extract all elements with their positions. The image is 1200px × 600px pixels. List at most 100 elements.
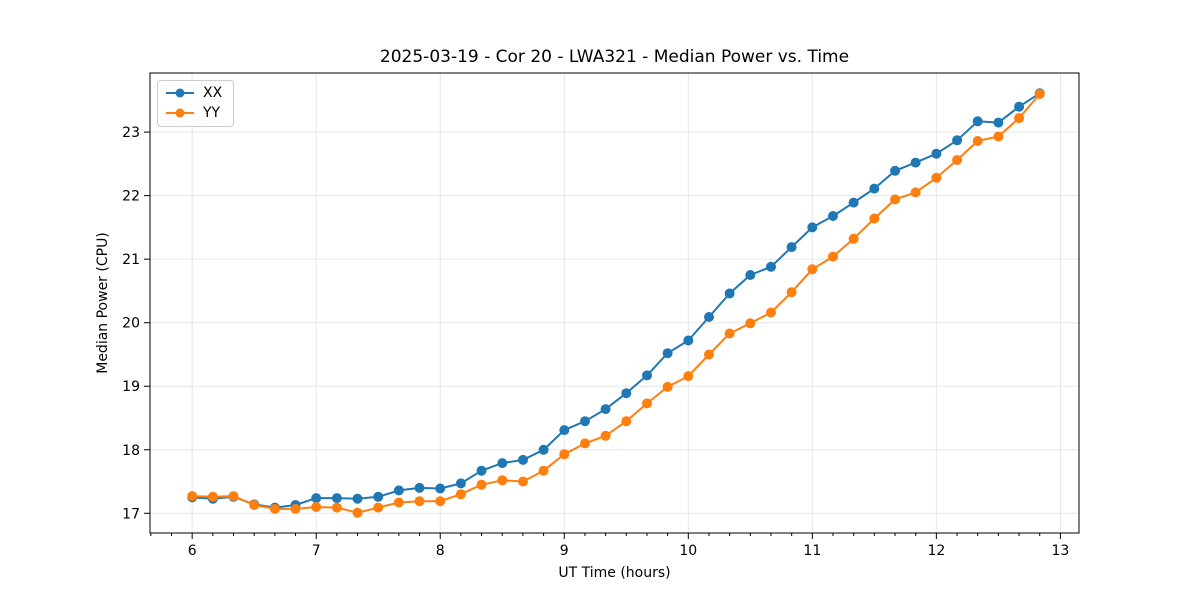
data-point-yy [1034,89,1045,99]
data-point-yy [290,503,301,514]
data-point-xx [952,135,963,146]
data-point-xx [807,222,818,233]
data-point-yy [786,287,797,298]
data-point-xx [311,493,322,504]
y-tick-label: 23 [122,125,140,141]
data-point-xx [683,335,694,346]
data-point-yy [931,172,942,183]
data-point-yy [724,328,735,339]
data-point-yy [745,318,756,329]
data-point-xx [786,242,797,253]
series-line-xx [192,92,1041,509]
data-point-xx [724,288,735,299]
data-point-xx [972,116,983,127]
y-tick-label: 20 [122,316,140,332]
data-point-xx [910,157,921,168]
data-point-yy [1014,113,1025,124]
data-point-yy [352,507,363,518]
data-point-yy [207,491,218,502]
data-point-yy [269,503,280,514]
data-point-yy [642,398,652,409]
data-point-xx [642,370,652,381]
data-point-xx [931,148,942,159]
data-point-yy [228,491,239,502]
y-tick-label: 17 [122,506,140,522]
data-point-xx [580,416,590,427]
data-point-yy [414,496,425,507]
data-point-xx [373,491,384,502]
data-point-yy [249,500,260,510]
data-point-xx [476,465,487,476]
data-point-xx [745,270,756,280]
data-point-xx [538,444,549,455]
data-point-xx [497,458,508,469]
y-tick-label: 21 [122,252,140,268]
data-point-yy [766,307,776,318]
data-point-yy [828,251,838,262]
data-point-yy [662,381,673,392]
data-point-xx [828,211,838,221]
data-point-yy [559,449,570,460]
legend-item-yy: YY [165,104,222,123]
chart-title: 2025-03-19 - Cor 20 - LWA321 - Median Po… [379,47,850,67]
y-tick-label: 18 [122,443,140,459]
data-point-yy [621,416,632,427]
data-point-yy [518,476,528,487]
data-point-yy [538,465,549,476]
data-point-yy [890,194,901,205]
data-point-yy [311,502,322,512]
data-point-xx [766,261,776,272]
data-point-xx [518,454,528,465]
data-point-xx [393,485,404,496]
data-point-yy [972,136,983,146]
data-point-xx [662,348,673,359]
data-point-yy [993,131,1004,142]
y-tick-label: 19 [122,379,140,395]
x-tick-label: 11 [803,543,821,559]
data-point-yy [869,213,880,224]
data-point-yy [331,502,342,513]
data-point-yy [952,155,963,165]
data-point-xx [621,388,632,399]
legend-label-yy: YY [203,105,221,121]
data-point-yy [807,264,818,275]
x-tick-label: 8 [436,543,445,559]
legend-swatch-xx-icon [165,84,195,103]
x-tick-label: 6 [188,543,197,559]
x-tick-label: 7 [312,543,321,559]
data-point-xx [559,425,570,436]
data-point-xx [848,197,859,208]
data-point-xx [455,478,466,489]
y-axis-label: Median Power (CPU) [95,232,111,374]
x-tick-label: 9 [560,543,569,559]
x-tick-label: 13 [1051,543,1069,559]
data-point-xx [414,482,425,493]
data-point-yy [580,438,590,449]
data-point-xx [993,117,1004,128]
data-point-xx [331,493,342,504]
x-axis-label: UT Time (hours) [558,565,670,581]
data-point-yy [497,475,508,486]
data-point-xx [1014,101,1025,112]
data-point-yy [683,371,694,382]
data-point-yy [848,233,859,244]
data-point-xx [352,493,363,504]
data-point-yy [373,502,384,513]
data-point-xx [435,483,446,494]
legend-label-xx: XX [203,85,223,101]
data-point-yy [435,496,446,507]
data-point-yy [455,489,466,500]
data-point-yy [393,497,404,508]
data-point-yy [704,349,714,360]
data-point-yy [600,430,611,441]
legend: XX YY [157,80,235,127]
data-point-xx [704,312,714,322]
legend-swatch-yy-icon [165,104,195,123]
x-tick-label: 12 [927,543,945,559]
data-point-yy [476,479,487,490]
data-point-yy [187,491,198,502]
data-point-xx [869,183,880,194]
data-point-xx [600,404,611,415]
